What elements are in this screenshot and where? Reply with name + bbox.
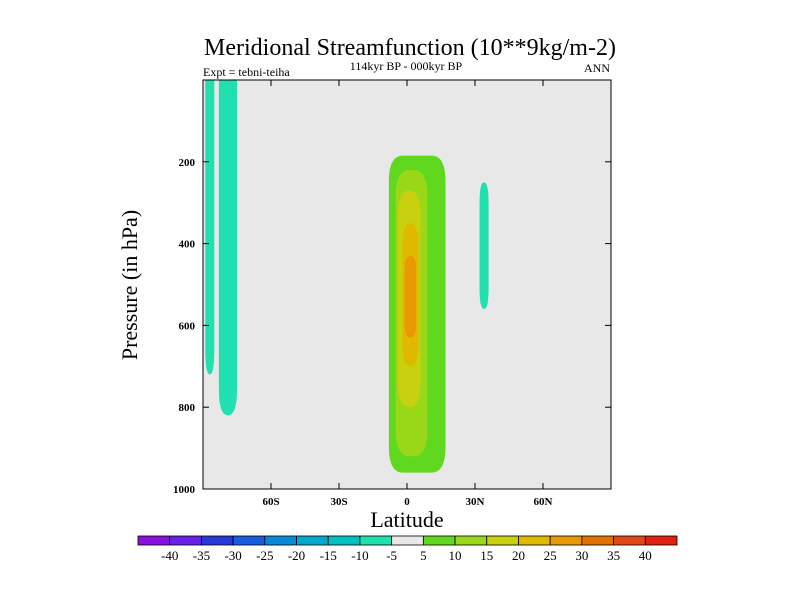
colorbar-label: -20 [288, 548, 305, 563]
x-tick-label: 60S [262, 496, 279, 508]
colorbar-swatch [581, 535, 614, 546]
y-tick-label: 1000 [173, 484, 196, 496]
colorbar-label: 40 [639, 548, 652, 563]
colorbar-label: 35 [607, 548, 620, 563]
y-axis-label: Pressure (in hPa) [117, 210, 142, 360]
colorbar-label: -35 [193, 548, 210, 563]
colorbar-swatch [549, 535, 583, 546]
experiment-label: Expt = tebni-teiha [203, 65, 290, 79]
y-axis-ticks: 200 400 600 800 1000 [173, 157, 611, 496]
colorbar-swatch [359, 535, 393, 546]
x-tick-label: 30S [330, 496, 347, 508]
colorbar-swatch [232, 535, 266, 546]
colorbar-swatch [169, 535, 202, 546]
y-tick-label: 200 [179, 157, 196, 169]
y-tick-label: 400 [179, 239, 196, 251]
colorbar-swatch [296, 535, 329, 546]
chart-title: Meridional Streamfunction (10**9kg/m-2) [204, 35, 616, 61]
colorbar-label: 15 [480, 548, 493, 563]
contour-regions [205, 80, 489, 473]
colorbar-swatch [327, 535, 361, 546]
colorbar-swatch [137, 535, 171, 546]
chart-subtitle: 114kyr BP - 000kyr BP [350, 59, 463, 73]
colorbar-swatch [518, 535, 551, 546]
x-tick-label: 60N [534, 496, 553, 508]
colorbar-label: -10 [351, 548, 368, 563]
colorbar-swatch [486, 535, 519, 546]
season-label: ANN [584, 61, 610, 75]
tropical-cell-core [404, 255, 417, 338]
colorbar-label: 5 [420, 548, 427, 563]
colorbar-label: -15 [320, 548, 337, 563]
colorbar-swatch [644, 535, 678, 546]
colorbar-swatch [422, 535, 456, 546]
colorbar-swatch [264, 535, 297, 546]
colorbar-swatch [201, 535, 234, 546]
colorbar-label: 30 [575, 548, 588, 563]
sh-polar-cell-b [218, 80, 237, 416]
y-tick-label: 800 [179, 402, 196, 414]
colorbar-swatch [613, 535, 646, 546]
x-axis-label: Latitude [370, 507, 443, 532]
colorbar-label: 20 [512, 548, 525, 563]
x-tick-label: 30N [466, 496, 485, 508]
colorbar-label: -40 [161, 548, 178, 563]
colorbar-swatch [454, 535, 488, 546]
colorbar-label: -30 [224, 548, 241, 563]
colorbar-label: -25 [256, 548, 273, 563]
colorbar-label: -5 [386, 548, 397, 563]
colorbar-label: 10 [449, 548, 462, 563]
colorbar-swatch [391, 535, 424, 546]
sh-polar-cell-a [205, 80, 215, 375]
colorbar: -40 -35 -30 -25 -20 -15 -10 -5 5 10 15 20 25 30 35 40 [137, 535, 678, 563]
x-axis-ticks: 60S 30S 0 30N 60N [262, 80, 553, 508]
y-tick-label: 600 [179, 320, 196, 332]
plot-area [202, 79, 612, 490]
x-tick-label: 0 [404, 496, 410, 508]
nh-small-cell [479, 182, 489, 310]
colorbar-label: 25 [544, 548, 557, 563]
